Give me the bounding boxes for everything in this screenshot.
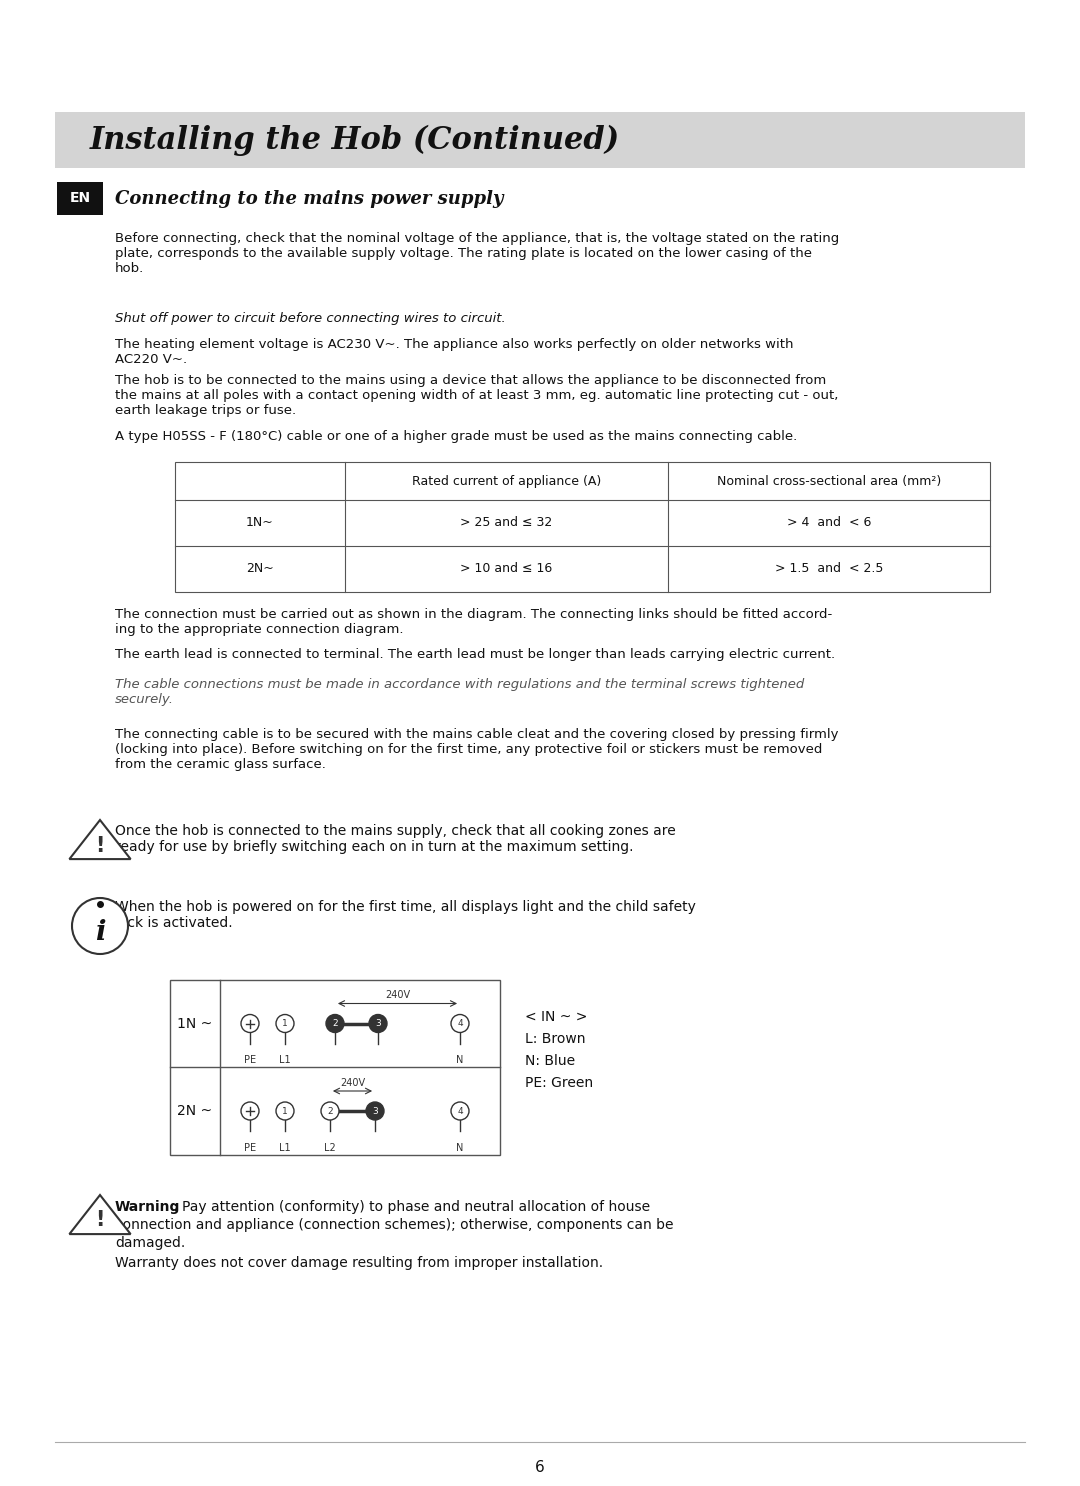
Text: 4: 4 <box>457 1107 463 1116</box>
Bar <box>170 979 500 1155</box>
Text: !: ! <box>95 1211 105 1230</box>
Circle shape <box>369 1015 387 1033</box>
Text: Installing the Hob (Continued): Installing the Hob (Continued) <box>90 125 620 156</box>
Text: 2N~: 2N~ <box>246 563 274 575</box>
Circle shape <box>241 1015 259 1033</box>
Text: 3: 3 <box>373 1107 378 1116</box>
Text: EN: EN <box>69 192 91 205</box>
Text: Rated current of appliance (A): Rated current of appliance (A) <box>411 474 602 487</box>
Text: The cable connections must be made in accordance with regulations and the termin: The cable connections must be made in ac… <box>114 678 805 706</box>
Text: 240V: 240V <box>340 1077 365 1088</box>
Text: 2N ~: 2N ~ <box>177 1104 213 1117</box>
Text: 1: 1 <box>282 1107 288 1116</box>
Text: Once the hob is connected to the mains supply, check that all cooking zones are
: Once the hob is connected to the mains s… <box>114 825 676 854</box>
Text: Shut off power to circuit before connecting wires to circuit.: Shut off power to circuit before connect… <box>114 312 505 325</box>
Text: > 10 and ≤ 16: > 10 and ≤ 16 <box>460 563 553 575</box>
Bar <box>55 111 1025 168</box>
Text: 2: 2 <box>327 1107 333 1116</box>
Text: Connecting to the mains power supply: Connecting to the mains power supply <box>114 190 503 208</box>
Text: The earth lead is connected to terminal. The earth lead must be longer than lead: The earth lead is connected to terminal.… <box>114 648 835 661</box>
Polygon shape <box>69 820 131 859</box>
Circle shape <box>72 898 129 954</box>
Text: N: N <box>457 1055 463 1065</box>
Text: 2: 2 <box>333 1019 338 1028</box>
Text: PE: Green: PE: Green <box>525 1076 593 1091</box>
Circle shape <box>366 1103 384 1120</box>
Circle shape <box>451 1103 469 1120</box>
Text: The connection must be carried out as shown in the diagram. The connecting links: The connection must be carried out as sh… <box>114 608 833 636</box>
Text: > 25 and ≤ 32: > 25 and ≤ 32 <box>460 517 553 529</box>
Polygon shape <box>69 1195 131 1233</box>
Text: 6: 6 <box>535 1461 545 1476</box>
Text: 1N~: 1N~ <box>246 517 274 529</box>
Text: L: Brown: L: Brown <box>525 1031 585 1046</box>
Text: L1: L1 <box>280 1055 291 1065</box>
Text: Warranty does not cover damage resulting from improper installation.: Warranty does not cover damage resulting… <box>114 1256 603 1271</box>
Text: L1: L1 <box>280 1143 291 1153</box>
Text: The connecting cable is to be secured with the mains cable cleat and the coverin: The connecting cable is to be secured wi… <box>114 728 838 771</box>
Text: PE: PE <box>244 1143 256 1153</box>
Text: 3: 3 <box>375 1019 381 1028</box>
Bar <box>175 462 990 591</box>
Text: > 1.5  and  < 2.5: > 1.5 and < 2.5 <box>774 563 883 575</box>
Circle shape <box>276 1015 294 1033</box>
Text: Warning: Warning <box>114 1201 180 1214</box>
Circle shape <box>76 902 124 950</box>
Text: damaged.: damaged. <box>114 1236 186 1250</box>
Text: 4: 4 <box>457 1019 463 1028</box>
Text: > 4  and  < 6: > 4 and < 6 <box>787 517 872 529</box>
Text: PE: PE <box>244 1055 256 1065</box>
Text: Before connecting, check that the nominal voltage of the appliance, that is, the: Before connecting, check that the nomina… <box>114 232 839 275</box>
Text: 240V: 240V <box>384 991 410 1000</box>
Bar <box>57 181 103 215</box>
Text: L2: L2 <box>324 1143 336 1153</box>
Text: 1: 1 <box>282 1019 288 1028</box>
Text: The heating element voltage is AC230 V~. The appliance also works perfectly on o: The heating element voltage is AC230 V~.… <box>114 337 794 366</box>
Circle shape <box>321 1103 339 1120</box>
Circle shape <box>326 1015 345 1033</box>
Text: The hob is to be connected to the mains using a device that allows the appliance: The hob is to be connected to the mains … <box>114 374 838 418</box>
Text: N: Blue: N: Blue <box>525 1054 576 1068</box>
Text: < IN ~ >: < IN ~ > <box>525 1010 588 1024</box>
Circle shape <box>451 1015 469 1033</box>
Text: connection and appliance (connection schemes); otherwise, components can be: connection and appliance (connection sch… <box>114 1219 674 1232</box>
Circle shape <box>241 1103 259 1120</box>
Text: N: N <box>457 1143 463 1153</box>
Text: A type H05SS - F (180°C) cable or one of a higher grade must be used as the main: A type H05SS - F (180°C) cable or one of… <box>114 429 797 443</box>
Text: Nominal cross-sectional area (mm²): Nominal cross-sectional area (mm²) <box>717 474 941 487</box>
Text: : Pay attention (conformity) to phase and neutral allocation of house: : Pay attention (conformity) to phase an… <box>173 1201 650 1214</box>
Circle shape <box>276 1103 294 1120</box>
Text: When the hob is powered on for the first time, all displays light and the child : When the hob is powered on for the first… <box>114 901 696 930</box>
Text: !: ! <box>95 835 105 856</box>
Text: 1N ~: 1N ~ <box>177 1016 213 1030</box>
Text: i: i <box>95 918 105 945</box>
